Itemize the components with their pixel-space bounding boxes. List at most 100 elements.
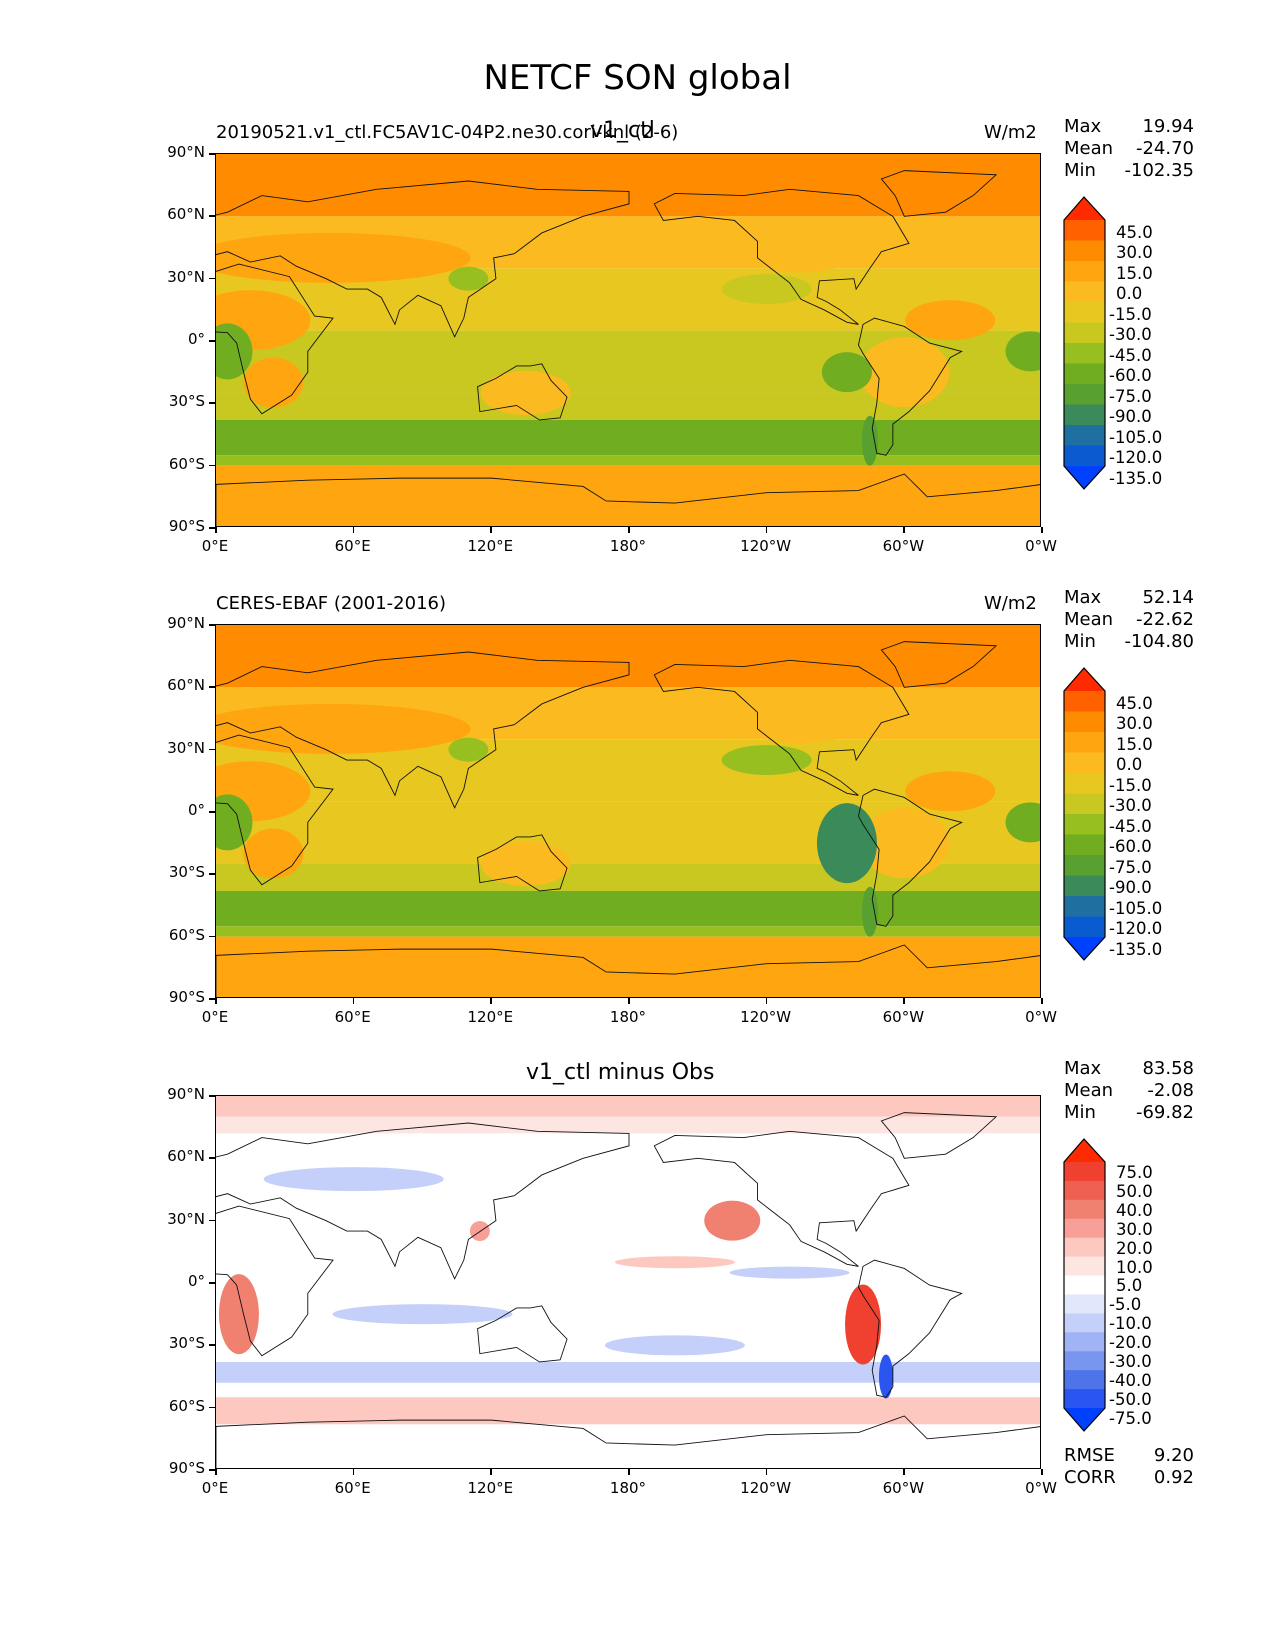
field-band-antarctic [216, 936, 1040, 997]
coastline-s_america [857, 317, 963, 456]
min-label: Min [1064, 1102, 1096, 1123]
colorbar-segment [1064, 1218, 1105, 1239]
field-band-southern-ocean [216, 419, 1040, 456]
field-s-america [859, 808, 950, 879]
field-peru-stratocumulus [821, 352, 872, 393]
colorbar-outline [1063, 1138, 1106, 1432]
lon-tick-label: 120°E [467, 537, 514, 555]
lat-tick-mark [209, 1219, 215, 1222]
colorbar-label: 45.0 [1116, 222, 1153, 242]
lat-tick-label: 30°N [167, 267, 205, 286]
colorbar-segment [1064, 281, 1105, 303]
min-value: -102.35 [1124, 160, 1194, 181]
colorbar-extend-max [1064, 1139, 1105, 1162]
lat-tick-mark [209, 215, 215, 217]
colorbar-segment [1064, 1332, 1105, 1352]
colorbar-label: 75.0 [1116, 1162, 1153, 1182]
min-label: Min [1064, 631, 1096, 652]
lon-tick-mark [628, 1469, 630, 1475]
field-band-arctic [216, 1096, 1040, 1117]
field-indian-ocean [332, 1304, 513, 1325]
colorbar-label: -60.0 [1109, 837, 1152, 856]
colorbar-segment [1064, 1180, 1105, 1201]
colorbar-segment [1064, 240, 1105, 262]
colorbar-segment [1064, 322, 1105, 344]
colorbar-label: -75.0 [1109, 1408, 1152, 1428]
coastline-africa [216, 1205, 334, 1357]
lon-tick-mark [903, 527, 905, 533]
lon-tick-mark [765, 1469, 768, 1475]
colorbar-segment [1064, 834, 1105, 856]
min-value: -69.82 [1135, 1102, 1194, 1123]
lat-tick-label: 30°S [168, 1334, 205, 1353]
colorbar-segment [1064, 691, 1105, 712]
colorbar-label: -45.0 [1109, 345, 1152, 365]
colorbar-segment [1064, 445, 1105, 467]
colorbar-segment [1064, 302, 1105, 323]
lat-tick-label: 30°N [167, 1209, 205, 1228]
lon-tick-label: 180° [609, 1479, 647, 1497]
colorbar-segment [1064, 261, 1105, 282]
field-e-pacific [729, 1266, 850, 1279]
max-label: Max [1064, 587, 1102, 608]
stats-box: Max 19.94 Mean -24.70 Min -102.35 [1064, 116, 1194, 182]
colorbar-label: -90.0 [1109, 407, 1152, 426]
mean-label: Mean [1064, 609, 1114, 630]
min-label: Min [1064, 160, 1096, 181]
colorbar-segment [1064, 1294, 1105, 1314]
stats-box: Max 52.14 Mean -22.62 Min -104.80 [1064, 587, 1194, 653]
field-itcz [614, 1256, 735, 1269]
max-value: 19.94 [1142, 116, 1194, 137]
colorbar-label: 40.0 [1116, 1200, 1153, 1220]
lat-tick-label: 60°N [167, 205, 205, 224]
field-eurasia [216, 703, 471, 754]
colorbar-segment [1064, 1162, 1105, 1182]
field-band-southern-ocean [216, 890, 1040, 927]
lat-tick-mark [209, 748, 215, 751]
lon-tick-label: 180° [609, 1008, 647, 1026]
heatmap-obs [216, 625, 1040, 997]
colorbar-label: -75.0 [1109, 857, 1152, 877]
map-model-netcf [215, 153, 1041, 527]
field-china [448, 266, 489, 291]
mean-value: -24.70 [1135, 138, 1194, 159]
field-china [448, 737, 489, 762]
lat-tick-label: 90°N [167, 1085, 205, 1103]
lat-tick-label: 90°S [168, 517, 205, 535]
colorbar-label: -10.0 [1109, 1314, 1152, 1334]
coastline-australia [477, 363, 568, 421]
field-namibia [218, 1274, 259, 1355]
colorbar-label: 30.0 [1116, 243, 1153, 262]
colorbar-label: 0.0 [1116, 755, 1143, 774]
lat-tick-mark [209, 1282, 215, 1284]
colorbar-segment [1064, 855, 1105, 876]
max-value: 83.58 [1142, 1058, 1194, 1079]
lon-tick-label: 120°W [740, 1479, 792, 1497]
colorbar-extend-min [1064, 1408, 1105, 1431]
lat-tick-mark [209, 340, 215, 342]
colorbar-label: -30.0 [1109, 325, 1152, 344]
field-se-atlantic [216, 794, 253, 851]
colorbar-label: -50.0 [1109, 1390, 1152, 1409]
corr-label: CORR [1064, 1467, 1116, 1488]
colorbar-label: -40.0 [1109, 1371, 1152, 1391]
lat-tick-label: 0° [187, 330, 205, 348]
colorbar-label: -75.0 [1109, 386, 1152, 406]
field-band-southern-ocean [216, 1397, 1040, 1425]
colorbar-label: -105.0 [1109, 898, 1163, 918]
lat-tick-mark [209, 464, 215, 467]
lon-tick-label: 0°W [1025, 537, 1057, 555]
coastline-s_america [857, 1259, 963, 1398]
colorbar-label: 15.0 [1116, 734, 1153, 754]
coastline-n_america [653, 1130, 910, 1267]
lon-tick-mark [765, 527, 768, 533]
coastline-greenland [880, 641, 998, 688]
field-eurasia [216, 232, 471, 283]
lat-tick-mark [209, 527, 215, 529]
mean-value: -22.62 [1135, 609, 1194, 630]
colorbar-label: -15.0 [1109, 304, 1152, 324]
max-label: Max [1064, 116, 1102, 137]
colorbar-label: 10.0 [1116, 1257, 1153, 1277]
lon-tick-mark [1041, 1469, 1043, 1475]
lat-tick-mark [209, 1157, 215, 1159]
